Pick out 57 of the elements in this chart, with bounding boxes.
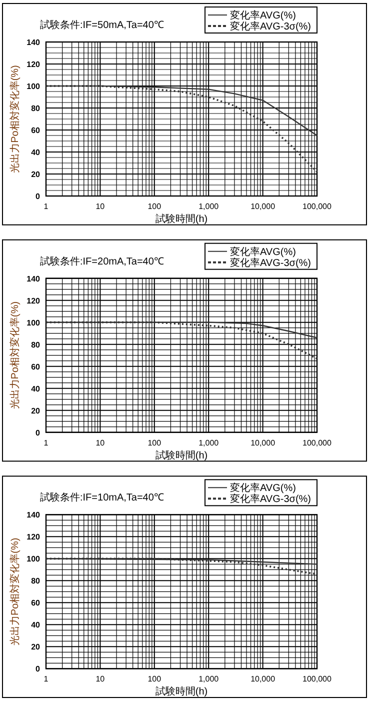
x-tick-label: 100,000 [302,438,332,448]
chart-title: 試験条件:IF=50mA,Ta=40℃ [40,19,164,31]
x-tick-label: 1 [44,202,49,211]
y-tick-label: 60 [31,362,41,372]
legend-label: 変化率AVG-3σ(%) [230,493,311,506]
legend-label: 変化率AVG(%) [230,10,296,22]
y-tick-label: 60 [31,598,41,608]
x-tick-label: 10,000 [250,674,276,684]
y-tick-label: 140 [26,274,41,284]
chart-title: 試験条件:IF=20mA,Ta=40℃ [40,255,164,268]
x-tick-label: 10,000 [250,202,276,211]
y-tick-label: 100 [26,318,41,328]
y-tick-label: 140 [26,510,41,520]
y-tick-label: 120 [26,532,41,542]
x-tick-label: 100 [148,674,162,684]
x-axis-title: 試験時間(h) [155,686,208,698]
x-tick-label: 1,000 [198,674,220,684]
x-tick-label: 1 [44,674,49,684]
x-tick-label: 100 [148,438,162,448]
x-tick-label: 100 [148,202,162,211]
y-tick-label: 40 [31,620,41,630]
legend-label: 変化率AVG-3σ(%) [230,256,311,269]
y-tick-label: 80 [31,340,41,350]
y-tick-label: 120 [26,296,41,306]
x-tick-label: 10 [96,438,106,448]
y-axis-title: 光出力Po相対変化率(%) [9,538,21,646]
y-tick-label: 20 [31,642,41,652]
x-tick-label: 100,000 [302,674,332,684]
y-tick-label: 100 [26,82,41,91]
y-tick-label: 0 [36,428,41,438]
legend-label: 変化率AVG(%) [230,246,296,258]
x-tick-label: 1 [44,438,49,448]
y-tick-label: 40 [31,148,41,157]
x-axis-title: 試験時間(h) [155,449,208,462]
y-tick-label: 80 [31,104,41,113]
x-tick-label: 10 [96,202,106,211]
y-tick-label: 100 [26,554,41,564]
x-tick-label: 100,000 [302,202,332,211]
y-axis-title: 光出力Po相対変化率(%) [9,65,21,173]
y-tick-label: 80 [31,576,41,586]
y-tick-label: 20 [31,406,41,416]
y-tick-label: 0 [36,192,41,201]
x-tick-label: 1,000 [198,438,220,448]
x-axis-title: 試験時間(h) [155,213,208,225]
y-tick-label: 60 [31,126,41,135]
y-tick-label: 0 [36,664,41,674]
y-tick-label: 20 [31,170,41,179]
x-tick-label: 10,000 [250,438,276,448]
x-tick-label: 10 [96,674,106,684]
x-tick-label: 1,000 [198,202,220,211]
y-tick-label: 120 [26,60,41,69]
legend-label: 変化率AVG-3σ(%) [230,20,311,32]
legend-label: 変化率AVG(%) [230,482,296,494]
y-tick-label: 40 [31,384,41,394]
y-tick-label: 140 [26,38,41,47]
chart-title: 試験条件:IF=10mA,Ta=40℃ [40,492,164,504]
y-axis-title: 光出力Po相対変化率(%) [9,301,21,410]
